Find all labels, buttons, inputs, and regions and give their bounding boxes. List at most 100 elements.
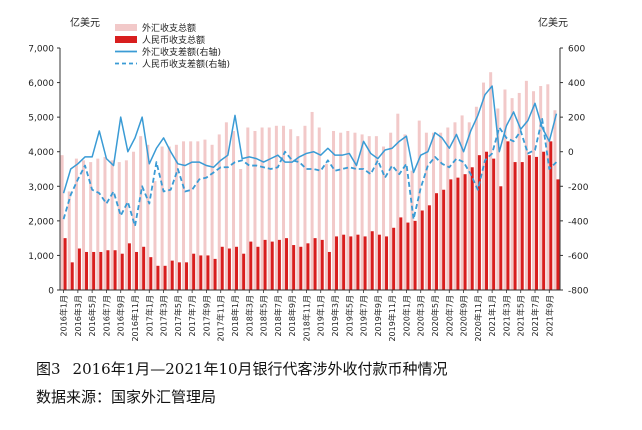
bar-rmb-total — [156, 265, 160, 290]
x-tick-label: 2020年7月 — [444, 295, 454, 336]
x-tick-label: 2021年7月 — [530, 295, 540, 336]
bar-rmb-total — [420, 210, 424, 290]
bar-rmb-total — [106, 250, 110, 290]
bar-rmb-total — [506, 141, 510, 290]
bar-fx-total — [374, 136, 378, 290]
bar-rmb-total — [249, 241, 253, 290]
bar-rmb-total — [120, 253, 124, 290]
y-right-tick-label: 400 — [568, 79, 585, 89]
x-tick-label: 2019年5月 — [344, 295, 354, 336]
legend-label: 人民币收支总额 — [142, 34, 205, 46]
x-tick-label: 2016年7月 — [101, 295, 111, 336]
bar-fx-total — [124, 160, 128, 290]
bar-rmb-total — [292, 245, 296, 290]
x-tick-label: 2016年5月 — [87, 295, 97, 336]
figure-number: 图3 — [36, 360, 61, 378]
bar-rmb-total — [256, 246, 260, 290]
bar-fx-total — [232, 130, 236, 290]
bar-fx-total — [339, 132, 343, 290]
bar-rmb-total — [277, 239, 281, 290]
bar-fx-total — [532, 91, 536, 290]
bar-rmb-total — [370, 231, 374, 290]
x-tick-label: 2020年3月 — [416, 295, 426, 336]
bar-fx-total — [382, 146, 386, 290]
x-tick-label: 2021年9月 — [544, 295, 554, 336]
y-left-tick-label: 5,000 — [28, 114, 54, 124]
bar-fx-total — [474, 106, 478, 291]
bar-rmb-total — [406, 222, 410, 290]
bar-rmb-total — [63, 238, 67, 290]
bar-fx-total — [410, 170, 414, 290]
bar-fx-total — [267, 127, 271, 290]
bar-fx-total — [117, 162, 121, 290]
bar-rmb-total — [442, 189, 446, 290]
bar-rmb-total — [177, 262, 181, 290]
y-right-tick-label: -600 — [568, 252, 589, 262]
x-tick-label: 2021年3月 — [501, 295, 511, 336]
bar-fx-total — [460, 115, 464, 291]
line-fx-balance — [62, 85, 558, 194]
bar-fx-total — [467, 122, 471, 290]
bar-fx-total — [324, 163, 328, 290]
x-tick-label: 2017年11月 — [216, 295, 226, 342]
bar-fx-total — [432, 132, 436, 290]
bar-fx-total — [453, 122, 457, 290]
bar-fx-total — [332, 130, 336, 290]
y-right-tick-label: -800 — [568, 287, 589, 297]
x-tick-label: 2017年5月 — [173, 295, 183, 336]
x-tick-label: 2018年3月 — [244, 295, 254, 336]
x-tick-label: 2020年9月 — [459, 295, 469, 336]
bar-rmb-total — [70, 262, 74, 290]
x-tick-label: 2016年9月 — [116, 295, 126, 336]
bar-rmb-total — [135, 251, 139, 290]
bar-rmb-total — [185, 262, 189, 290]
bars-fx — [60, 72, 557, 291]
x-tick-label: 2021年1月 — [487, 295, 497, 336]
bar-rmb-total — [520, 162, 524, 290]
bar-rmb-total — [163, 265, 167, 290]
bar-fx-total — [546, 84, 550, 290]
bar-rmb-total — [306, 243, 310, 290]
bar-fx-total — [353, 132, 357, 290]
bar-rmb-total — [435, 193, 439, 290]
bar-fx-total — [210, 144, 214, 290]
bar-fx-total — [510, 98, 514, 290]
bar-rmb-total — [220, 246, 224, 290]
figure-title: 2016年1月—2021年10月银行代客涉外收付款币种情况 — [72, 360, 448, 378]
legend-label: 人民币收支差额(右轴) — [142, 58, 230, 70]
x-tick-label: 2018年1月 — [230, 295, 240, 336]
bar-rmb-total — [527, 155, 531, 290]
x-tick-label: 2017年7月 — [187, 295, 197, 336]
bar-fx-total — [139, 136, 143, 290]
bar-rmb-total — [149, 257, 153, 290]
bar-fx-total — [167, 146, 171, 290]
bar-fx-total — [89, 162, 93, 290]
lines — [62, 85, 558, 227]
bar-rmb-total — [477, 155, 481, 290]
bar-fx-total — [67, 191, 71, 290]
x-tick-label: 2017年9月 — [201, 295, 211, 336]
bar-fx-total — [310, 111, 314, 290]
bar-fx-total — [489, 72, 493, 290]
bar-rmb-total — [85, 251, 89, 290]
bar-rmb-total — [313, 238, 317, 290]
bar-fx-total — [217, 134, 221, 290]
bar-rmb-total — [92, 251, 96, 290]
x-tick-label: 2019年11月 — [387, 295, 397, 342]
y-left-tick-label: 6,000 — [28, 79, 54, 89]
x-tick-label: 2020年1月 — [401, 295, 411, 336]
y-right-tick-label: 200 — [568, 114, 585, 124]
bar-rmb-total — [449, 179, 453, 290]
bar-fx-total — [282, 125, 286, 291]
bar-fx-total — [82, 160, 86, 290]
bar-rmb-total — [299, 246, 303, 290]
bar-fx-total — [517, 92, 521, 290]
bar-rmb-total — [342, 234, 346, 290]
x-tick-label: 2016年1月 — [59, 295, 69, 336]
bar-rmb-total — [356, 234, 360, 290]
bar-rmb-total — [199, 255, 203, 290]
bar-rmb-total — [377, 234, 381, 290]
axes: 0 1,000 2,000 3,000 4,000 5,000 6,000 7,000 -800… — [28, 45, 588, 342]
y-left-unit-label: 亿美元 — [70, 16, 100, 29]
